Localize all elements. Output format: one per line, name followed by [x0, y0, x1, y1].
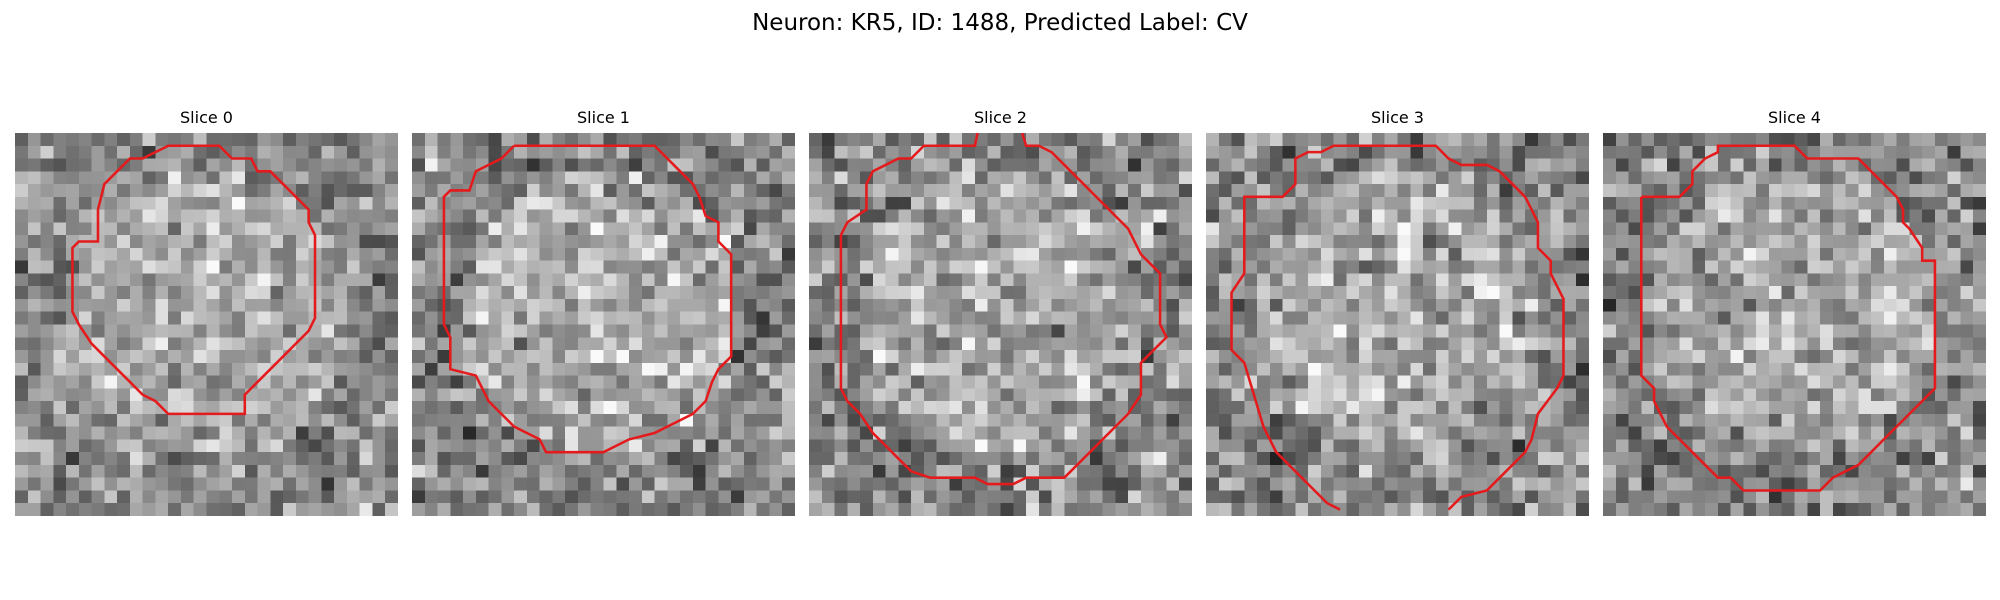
cell-contour: [1640, 144, 1937, 492]
slice-panel-3: Slice 3: [1206, 108, 1589, 516]
slice-title: Slice 2: [974, 108, 1027, 127]
slice-title: Slice 3: [1371, 108, 1424, 127]
slice-title: Slice 4: [1768, 108, 1821, 127]
slice-panel-4: Slice 4: [1603, 108, 1986, 516]
cell-contour: [1230, 144, 1565, 511]
slice-image: [1206, 133, 1589, 516]
slice-image: [809, 133, 1192, 516]
grayscale-patch: [809, 133, 1192, 516]
slice-image: [15, 133, 398, 516]
slice-title: Slice 0: [180, 108, 233, 127]
cell-contour: [442, 144, 733, 454]
slice-panel-2: Slice 2: [809, 108, 1192, 516]
slice-image: [1603, 133, 1986, 516]
cell-contour: [839, 133, 1169, 486]
slice-panel-1: Slice 1: [412, 108, 795, 516]
slice-title: Slice 1: [577, 108, 630, 127]
cell-contour: [71, 144, 317, 416]
slice-panel-0: Slice 0: [15, 108, 398, 516]
figure-title: Neuron: KR5, ID: 1488, Predicted Label: …: [752, 10, 1248, 36]
slice-image: [412, 133, 795, 516]
